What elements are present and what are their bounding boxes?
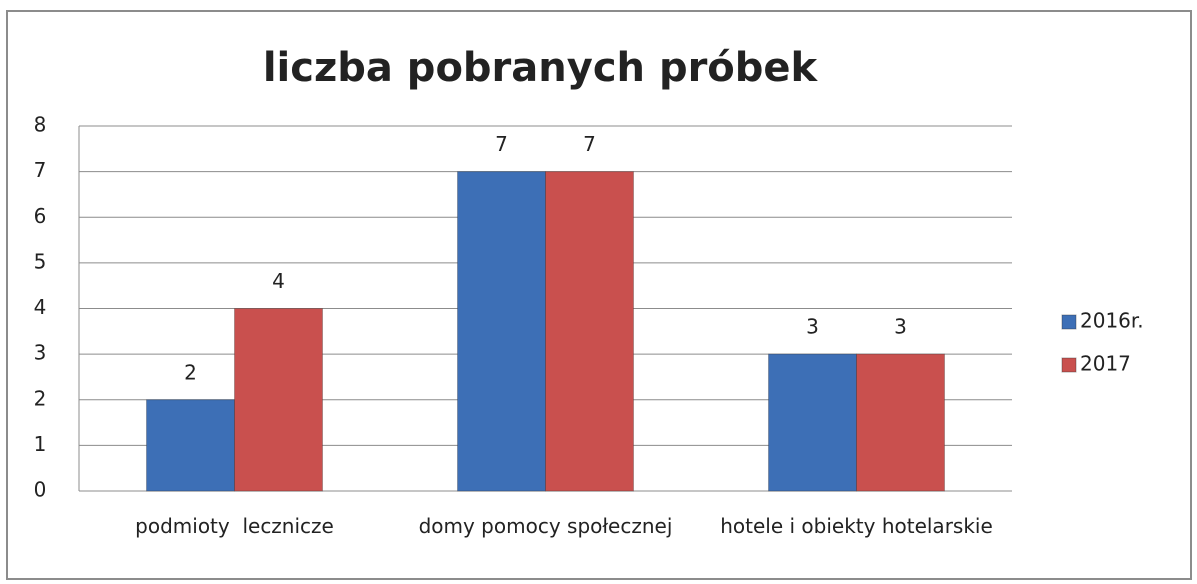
data-label: 2: [184, 360, 197, 384]
y-tick-label: 4: [34, 295, 47, 319]
data-label: 7: [583, 132, 596, 156]
legend-swatch: [1061, 357, 1077, 373]
legend-label: 2016r.: [1080, 309, 1144, 333]
y-tick-label: 8: [34, 113, 47, 137]
data-label: 3: [894, 315, 907, 339]
chart-title: liczba pobranych próbek: [263, 45, 819, 91]
chart-frame: [6, 10, 1192, 580]
y-tick-label: 1: [34, 432, 47, 456]
legend-swatch: [1061, 314, 1077, 330]
bar: [856, 354, 945, 491]
bar: [457, 171, 546, 491]
x-tick-label: domy pomocy społecznej: [418, 514, 673, 538]
y-tick-label: 6: [34, 204, 47, 228]
x-tick-label: hotele i obiekty hotelarskie: [720, 514, 993, 538]
y-tick-label: 7: [34, 158, 47, 182]
data-label: 4: [272, 269, 285, 293]
data-label: 3: [806, 315, 819, 339]
y-tick-label: 5: [34, 249, 47, 273]
legend-label: 2017: [1080, 352, 1131, 376]
bar: [545, 171, 634, 491]
x-tick-label: podmioty lecznicze: [135, 514, 334, 538]
y-tick-label: 0: [34, 478, 47, 502]
bar: [768, 354, 857, 491]
y-tick-label: 3: [34, 341, 47, 365]
bar: [146, 399, 235, 491]
bar: [234, 308, 323, 491]
y-tick-label: 2: [34, 386, 47, 410]
data-label: 7: [495, 132, 508, 156]
